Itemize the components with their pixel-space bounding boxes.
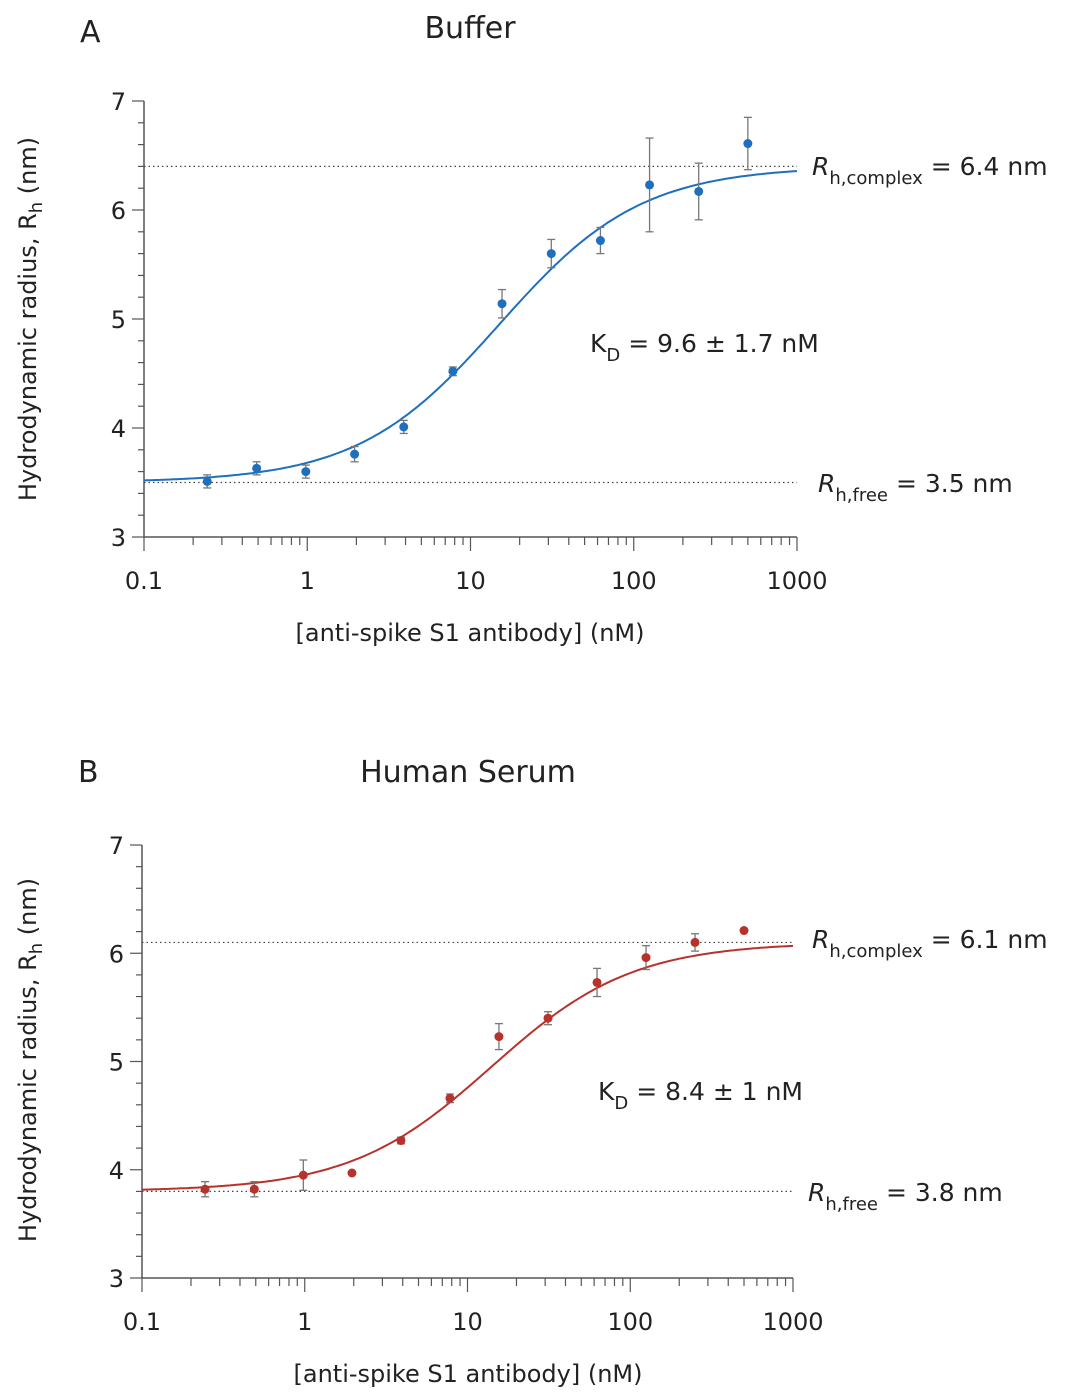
chart-b-title: Human Serum	[360, 755, 576, 790]
data-point	[543, 1013, 553, 1023]
data-point	[592, 977, 602, 987]
y-tick-label: 7	[109, 832, 124, 860]
chart-b-ylabel: Hydrodynamic radius, Rh (nm)	[14, 878, 47, 1242]
chart-b-xlabel: [anti-spike S1 antibody] (nM)	[294, 1360, 643, 1388]
data-point	[298, 1170, 308, 1180]
data-point	[200, 1184, 210, 1194]
panel-label-a: A	[80, 15, 101, 50]
chart-a-ylabel: Hydrodynamic radius, Rh (nm)	[14, 137, 47, 501]
chart-b-kd-label: KD = 8.4 ± 1 nM	[598, 1077, 803, 1114]
y-tick-label: 4	[111, 415, 126, 443]
x-tick-label: 0.1	[125, 567, 163, 595]
data-point	[301, 467, 311, 477]
chart-a-rh-free-label: Rh,free = 3.5 nm	[818, 469, 1013, 506]
y-tick-label: 6	[111, 197, 126, 225]
chart-a-plot: 3 4 5 6 7 0.1 1 10 100 1000	[111, 88, 828, 595]
data-point	[641, 953, 651, 963]
x-tick-label: 1	[297, 1308, 312, 1336]
x-tick-label: 100	[607, 1308, 653, 1336]
data-point	[399, 422, 409, 432]
chart-b-rh-free-label: Rh,free = 3.8 nm	[808, 1178, 1003, 1215]
chart-a-kd-label: KD = 9.6 ± 1.7 nM	[590, 329, 819, 366]
y-tick-label: 3	[111, 524, 126, 552]
data-point	[347, 1168, 357, 1178]
chart-a-title: Buffer	[424, 11, 516, 46]
y-tick-label: 3	[109, 1265, 124, 1293]
data-point	[202, 476, 212, 486]
chart-a-xlabel: [anti-spike S1 antibody] (nM)	[296, 619, 645, 647]
x-tick-label: 1000	[762, 1308, 823, 1336]
panel-label-b: B	[78, 755, 99, 790]
chart-a-rh-complex-label: Rh,complex = 6.4 nm	[812, 152, 1048, 189]
data-point	[546, 249, 556, 259]
data-point	[249, 1184, 259, 1194]
fit-curve	[142, 944, 794, 1191]
data-point	[252, 463, 262, 473]
y-tick-label: 6	[109, 940, 124, 968]
data-point	[694, 186, 704, 196]
x-tick-label: 100	[611, 567, 657, 595]
x-tick-label: 1000	[766, 567, 827, 595]
data-point	[497, 299, 507, 309]
data-point	[396, 1136, 406, 1146]
y-tick-label: 5	[111, 306, 126, 334]
chart-b-human-serum: B Human Serum [anti-spike S1 antibody] (…	[14, 755, 1048, 1388]
data-point	[494, 1032, 504, 1042]
y-tick-label: 7	[111, 88, 126, 116]
x-tick-label: 10	[455, 567, 486, 595]
data-point	[448, 366, 458, 376]
chart-a-buffer: A Buffer [anti-spike S1 antibody] (nM) H…	[14, 11, 1048, 647]
data-point	[350, 449, 360, 459]
y-tick-label: 5	[109, 1049, 124, 1077]
data-point	[445, 1093, 455, 1103]
x-tick-label: 0.1	[123, 1308, 161, 1336]
data-point	[595, 236, 605, 246]
fit-curve	[143, 170, 798, 482]
x-tick-label: 1	[300, 567, 315, 595]
data-point	[690, 937, 700, 947]
data-point	[739, 926, 749, 936]
x-tick-label: 10	[452, 1308, 483, 1336]
data-point	[743, 139, 753, 149]
chart-b-plot: 3 4 5 6 7 0.1 1 10 100 1000	[109, 832, 824, 1336]
y-tick-label: 4	[109, 1157, 124, 1185]
data-point	[645, 180, 655, 190]
chart-b-rh-complex-label: Rh,complex = 6.1 nm	[812, 925, 1048, 962]
